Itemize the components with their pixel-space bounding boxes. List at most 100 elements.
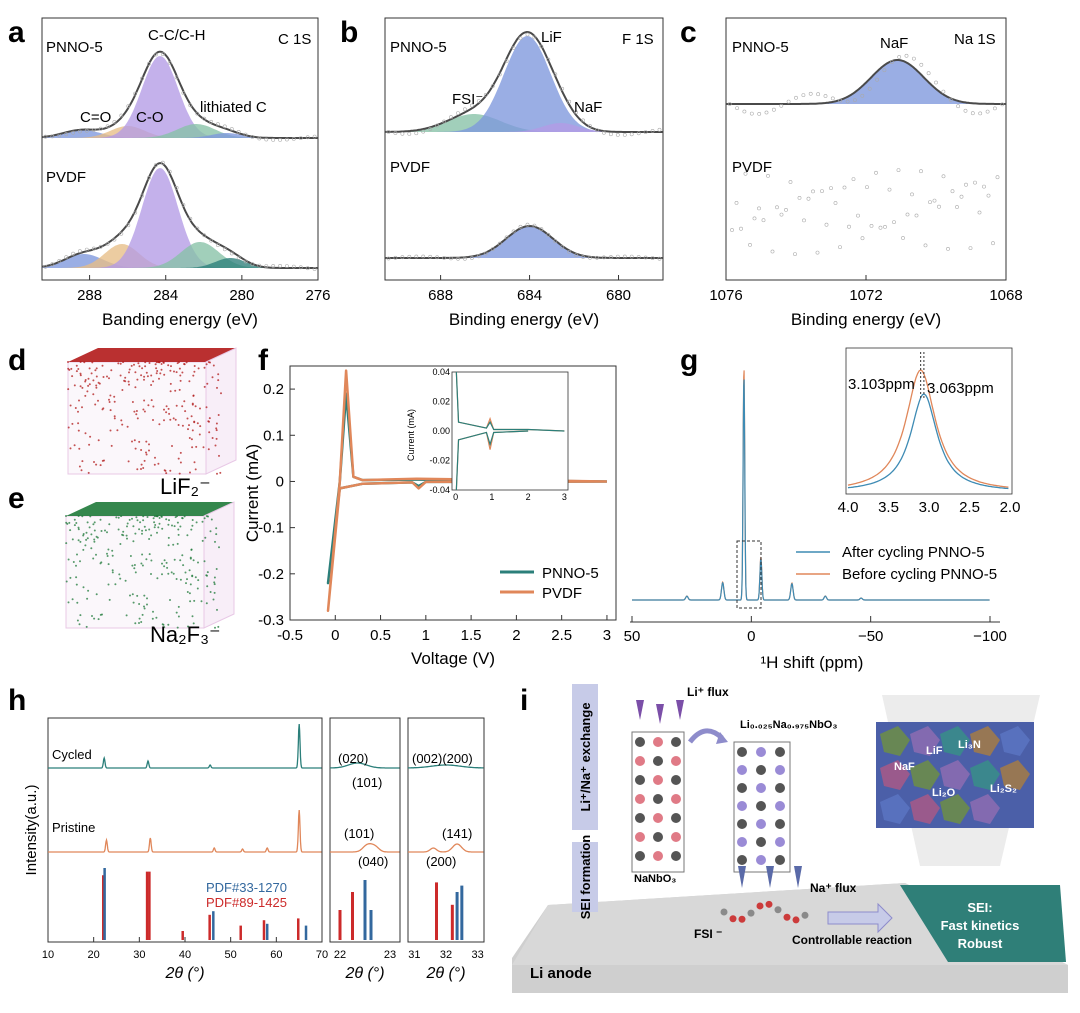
pd-dot (86, 390, 89, 393)
panel-label-d: d (8, 344, 26, 377)
pa-point (209, 238, 214, 243)
pa-point (284, 137, 289, 142)
pe-dot (218, 546, 220, 549)
pe-dot (85, 531, 88, 534)
pd-dot (135, 410, 138, 412)
pb-point (588, 124, 592, 129)
pd-dot (203, 366, 206, 369)
pd-dot (95, 463, 98, 466)
pd-dot (138, 440, 141, 443)
pi-atom (756, 837, 766, 847)
pd-dot (79, 374, 82, 377)
pa-point (312, 134, 317, 139)
pe-dot (76, 619, 79, 622)
pd-dot (150, 374, 153, 377)
pe-dot (205, 602, 208, 605)
panel-label-e: e (8, 482, 25, 515)
pd-dot (108, 401, 111, 403)
pa-point (298, 265, 303, 270)
pd-dot (137, 362, 140, 365)
pd-dot (179, 379, 182, 382)
pd-dot (88, 443, 91, 446)
pe-dot (126, 525, 128, 528)
pg-inset-xtick: 2.5 (959, 499, 980, 516)
pe-dot (179, 578, 182, 581)
pe-dot (169, 599, 171, 601)
pi-nanbo3-cell (631, 731, 685, 873)
pi-atom (756, 747, 766, 757)
pb-point (553, 239, 558, 244)
pd-box-side (205, 347, 237, 475)
pe-dot (203, 560, 206, 563)
pd-dot (77, 429, 80, 432)
pc-noise-point (815, 250, 820, 255)
pi-molecule-atom (729, 915, 737, 923)
pd-dot (169, 390, 172, 393)
panel-label-h: h (8, 684, 26, 717)
pe-dot (189, 583, 192, 586)
pf-inset-xtick: 1 (489, 492, 494, 502)
pe-dot (75, 576, 78, 579)
pb-point (386, 129, 391, 134)
pc-noise-point (748, 242, 752, 247)
ph-frame-mid (329, 717, 401, 943)
pi-product-cell (733, 741, 791, 873)
pe-dot (167, 623, 170, 626)
pb-title: F 1S (622, 31, 654, 48)
pd-dot (181, 405, 184, 408)
pd-dot (134, 371, 137, 374)
pe-dot (192, 622, 195, 625)
pe-dot (143, 525, 146, 528)
pd-dot (187, 428, 189, 431)
pa-fill-0-1 (42, 126, 318, 138)
pd-dot (101, 364, 104, 367)
panel-f-frame (289, 365, 617, 621)
pf-inset-ytick: -0.02 (429, 456, 450, 466)
pf-ytick-label: 0.2 (263, 381, 284, 398)
pc-noise-point (833, 201, 838, 205)
pe-dot (142, 515, 145, 518)
pe-dot (126, 522, 129, 525)
ph-xlabel-mid: 2θ (°) (344, 965, 384, 982)
pi-grain (910, 726, 940, 756)
pd-dot (212, 364, 215, 367)
pb-point (497, 72, 502, 77)
pd-dot (108, 377, 110, 380)
pd-dot (144, 365, 147, 368)
pe-dot (92, 523, 95, 526)
pg-legend-after: After cycling PNNO-5 (842, 544, 985, 561)
pe-dot (191, 575, 194, 578)
pd-dot (215, 427, 218, 430)
pb-point (560, 86, 565, 91)
pd-dot (217, 414, 220, 416)
ph-mid-pattern-0 (329, 762, 400, 769)
pd-dot (79, 385, 82, 388)
pg-xtick-label: 0 (747, 628, 755, 645)
pi-grain-label: LiF (926, 745, 943, 757)
pi-atom (671, 832, 681, 842)
pd-dot (199, 425, 202, 428)
pe-dot (191, 615, 194, 618)
pb-point (462, 107, 467, 112)
pc-noise-point (743, 171, 748, 176)
pa-point (64, 255, 69, 260)
ph-right-xtick: 31 (408, 949, 420, 961)
pc-noise-point (824, 222, 829, 227)
pb-point (400, 131, 405, 136)
pi-li-flux: Li⁺ flux (687, 685, 729, 699)
pd-dot (94, 369, 97, 372)
pe-dot (217, 625, 220, 628)
panel-g-nmr: 50 0 −50 −100 4.0 3.5 3.0 2.5 2.0 3.103ppm 3.06… (624, 347, 1020, 672)
pe-dot (213, 581, 216, 584)
pe-dot (136, 594, 139, 597)
pd-dot (67, 426, 70, 429)
pe-dot (190, 528, 193, 531)
pc-noise-point (829, 186, 833, 191)
pd-dot (150, 384, 153, 386)
pa-point (71, 130, 76, 135)
pa-point (291, 136, 296, 141)
pd-dot (175, 371, 178, 374)
pi-atom (775, 855, 785, 865)
pi-atom (653, 775, 663, 785)
pd-dot (87, 384, 90, 387)
